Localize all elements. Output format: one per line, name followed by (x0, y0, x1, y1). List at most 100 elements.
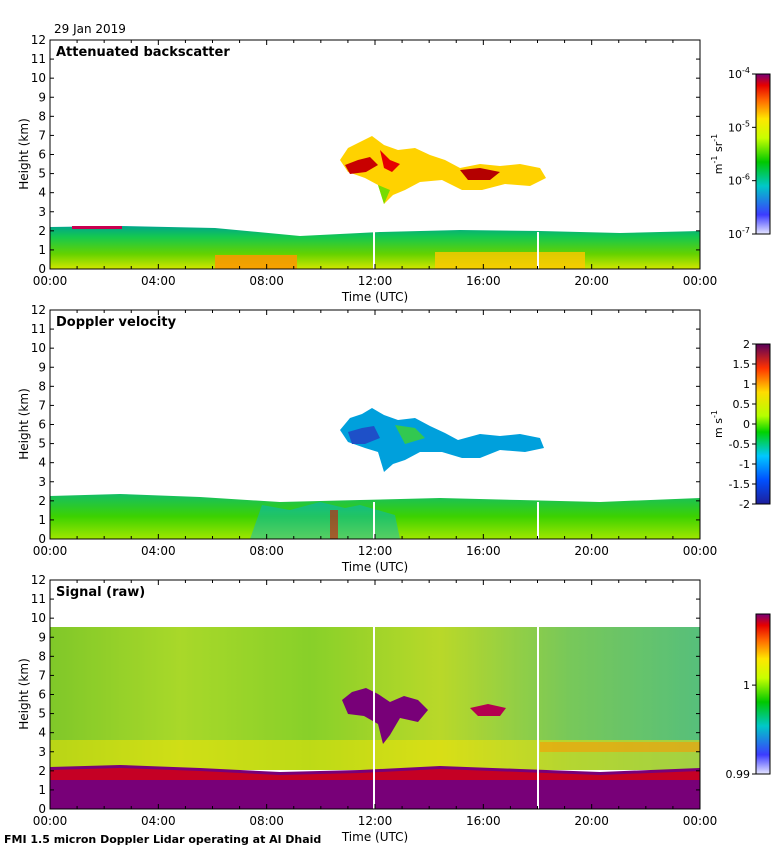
x-tick-label: 20:00 (574, 274, 609, 288)
x-tick-label: 08:00 (249, 814, 284, 828)
y-tick-label: 0 (38, 802, 46, 816)
y-tick-label: 9 (38, 360, 46, 374)
x-axis-label: Time (UTC) (341, 830, 408, 844)
colorbar: 2 1.5 1 0.5 0 -0.5 -1 -1.5 -2 m s-1 (710, 338, 771, 511)
y-tick-label: 8 (38, 649, 46, 663)
x-tick-label: 00:00 (683, 544, 718, 558)
y-tick-label: 9 (38, 90, 46, 104)
colorbar: 10-410-510-610-7 m-1 sr-1 (710, 66, 771, 241)
cloud-core (395, 425, 425, 444)
colorbar-tick-label: -1 (739, 458, 750, 471)
y-tick-label: 6 (38, 688, 46, 702)
tick-exponent: -5 (742, 119, 750, 128)
y-axis-label: Height (km) (17, 658, 31, 729)
cloud-core (460, 168, 500, 180)
cloud-signal (470, 704, 506, 716)
cloud-core (380, 150, 400, 172)
tick-base: 10 (728, 68, 742, 81)
y-tick-label: 4 (38, 186, 46, 200)
y-tick-label: 10 (31, 611, 46, 625)
tick-marks (49, 39, 701, 270)
x-tick-label: 20:00 (574, 544, 609, 558)
colorbar-gradient (755, 613, 771, 775)
data-gap (373, 502, 375, 539)
y-tick-label: 12 (31, 33, 46, 47)
x-tick-label: 00:00 (683, 814, 718, 828)
y-tick-label: 3 (38, 745, 46, 759)
near-surface-band (215, 255, 297, 269)
y-tick-label: 5 (38, 437, 46, 451)
y-tick-label: 4 (38, 726, 46, 740)
y-tick-label: 6 (38, 148, 46, 162)
cloud-layer (340, 408, 544, 472)
data-layer (50, 408, 700, 539)
y-tick-label: 5 (38, 167, 46, 181)
tick-exponent: -4 (742, 66, 750, 75)
data-layer (50, 627, 700, 809)
cloud-layer (340, 136, 546, 204)
colorbar-tick-label: 10-6 (728, 173, 750, 188)
y-tick-label: 11 (31, 322, 46, 336)
y-tick-label: 8 (38, 379, 46, 393)
y-tick-label: 4 (38, 456, 46, 470)
y-tick-label: 7 (38, 128, 46, 142)
footer-text: FMI 1.5 micron Doppler Lidar operating a… (4, 833, 321, 846)
tick-exponent: -7 (742, 226, 750, 235)
x-tick-label: 08:00 (249, 544, 284, 558)
y-tick-label: 5 (38, 707, 46, 721)
x-tick-label: 12:00 (358, 544, 393, 558)
x-tick-label: 12:00 (358, 274, 393, 288)
x-tick-label: 00:00 (33, 814, 68, 828)
data-gap (373, 627, 375, 809)
tick-base: 10 (728, 228, 742, 241)
y-tick-label: 8 (38, 109, 46, 123)
colorbar-tick-label: 0.99 (726, 768, 751, 781)
colorbar-gradient (755, 343, 771, 505)
x-tick-label: 16:00 (466, 274, 501, 288)
y-tick-label: 7 (38, 668, 46, 682)
x-tick-label: 08:00 (249, 274, 284, 288)
data-gap (537, 627, 539, 809)
x-tick-label: 16:00 (466, 814, 501, 828)
y-tick-label: 11 (31, 52, 46, 66)
colorbar-tick-label: -0.5 (729, 438, 750, 451)
colorbar-ticks: 2 1.5 1 0.5 0 -0.5 -1 -1.5 -2 (729, 338, 756, 511)
colorbar-tick-label: 10-7 (728, 226, 750, 241)
data-gap (537, 232, 539, 269)
y-tick-label: 1 (38, 783, 46, 797)
colorbar-ticks: 10.99 (726, 679, 756, 781)
layer-top-band (72, 226, 122, 229)
x-tick-label: 12:00 (358, 814, 393, 828)
cloud-signal (342, 688, 428, 744)
cloud-fringe (378, 185, 390, 204)
colorbar-tick-label: 1.5 (733, 358, 751, 371)
colorbar-tick-label: 0 (743, 418, 750, 431)
colorbar-tick-label: 1 (743, 679, 750, 692)
colorbar-gradient (755, 73, 771, 235)
y-tick-label: 10 (31, 71, 46, 85)
tick-marks (49, 309, 701, 540)
x-tick-label: 00:00 (683, 274, 718, 288)
y-tick-label: 12 (31, 303, 46, 317)
y-tick-label: 6 (38, 418, 46, 432)
y-tick-label: 2 (38, 764, 46, 778)
x-tick-label: 00:00 (33, 274, 68, 288)
y-tick-label: 7 (38, 398, 46, 412)
date-label: 29 Jan 2019 (54, 22, 126, 36)
y-axis-label: Height (km) (17, 118, 31, 189)
y-tick-label: 9 (38, 630, 46, 644)
aerosol-layer (540, 742, 700, 752)
colorbar-tick-label: 10-4 (728, 66, 750, 81)
x-axis-label: Time (UTC) (341, 560, 408, 574)
y-tick-label: 10 (31, 341, 46, 355)
colorbar-tick-label: 0.5 (733, 398, 751, 411)
y-axis-label: Height (km) (17, 388, 31, 459)
y-tick-label: 11 (31, 592, 46, 606)
panel-title: Attenuated backscatter (56, 45, 230, 60)
panel-title: Signal (raw) (56, 585, 145, 600)
x-axis-label: Time (UTC) (341, 290, 408, 304)
tick-exponent: -6 (742, 173, 750, 182)
